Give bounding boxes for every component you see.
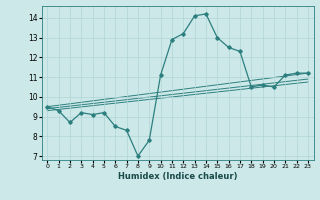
X-axis label: Humidex (Indice chaleur): Humidex (Indice chaleur)	[118, 172, 237, 181]
